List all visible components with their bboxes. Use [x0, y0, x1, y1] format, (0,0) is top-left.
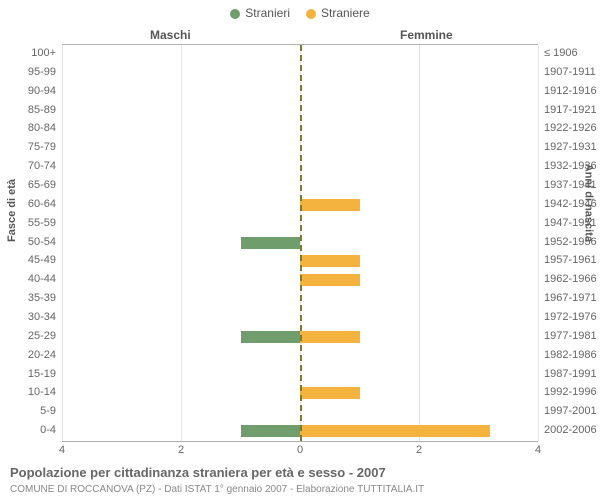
legend-label: Straniere — [321, 6, 370, 20]
birth-band-label: ≤ 1906 — [538, 47, 578, 59]
age-band-label: 45-49 — [28, 254, 62, 266]
x-tick-label: 4 — [535, 444, 541, 456]
birth-band-label: 1912-1916 — [538, 85, 597, 97]
legend-item: Straniere — [306, 6, 370, 20]
panel-title-female: Femmine — [400, 28, 453, 42]
age-band-label: 5-9 — [40, 405, 62, 417]
age-band-label: 100+ — [31, 47, 62, 59]
birth-band-label: 1952-1956 — [538, 236, 597, 248]
birth-band-label: 1922-1926 — [538, 122, 597, 134]
x-tick-label: 2 — [178, 444, 184, 456]
chart-title: Popolazione per cittadinanza straniera p… — [10, 465, 386, 480]
age-band-label: 80-84 — [28, 122, 62, 134]
age-band-label: 20-24 — [28, 349, 62, 361]
x-tick-label: 2 — [416, 444, 422, 456]
birth-band-label: 1992-1996 — [538, 386, 597, 398]
x-tick-label: 0 — [297, 444, 303, 456]
birth-band-label: 1997-2001 — [538, 405, 597, 417]
birth-band-label: 1937-1941 — [538, 179, 597, 191]
bar-female — [300, 425, 490, 437]
pyramid-chart: Stranieri Straniere Maschi Femmine Fasce … — [0, 0, 600, 500]
plot-area: 100+≤ 190695-991907-191190-941912-191685… — [62, 44, 538, 442]
birth-band-label: 2002-2006 — [538, 424, 597, 436]
age-band-label: 30-34 — [28, 311, 62, 323]
bar-female — [300, 199, 360, 211]
age-band-label: 65-69 — [28, 179, 62, 191]
legend-swatch — [306, 9, 316, 19]
age-band-label: 15-19 — [28, 368, 62, 380]
y-axis-title-left: Fasce di età — [6, 179, 18, 242]
birth-band-label: 1962-1966 — [538, 273, 597, 285]
age-band-label: 0-4 — [40, 424, 62, 436]
bar-male — [241, 425, 301, 437]
age-band-label: 10-14 — [28, 386, 62, 398]
age-band-label: 85-89 — [28, 104, 62, 116]
bar-male — [241, 237, 301, 249]
legend-label: Stranieri — [245, 6, 290, 20]
age-band-label: 55-59 — [28, 217, 62, 229]
bar-female — [300, 274, 360, 286]
x-tick-label: 4 — [59, 444, 65, 456]
legend-item: Stranieri — [230, 6, 290, 20]
birth-band-label: 1972-1976 — [538, 311, 597, 323]
bar-female — [300, 331, 360, 343]
bar-male — [241, 331, 301, 343]
age-band-label: 75-79 — [28, 141, 62, 153]
age-band-label: 95-99 — [28, 66, 62, 78]
bar-female — [300, 387, 360, 399]
legend: Stranieri Straniere — [0, 6, 600, 20]
chart-subtitle: COMUNE DI ROCCANOVA (PZ) - Dati ISTAT 1°… — [10, 484, 424, 495]
birth-band-label: 1917-1921 — [538, 104, 597, 116]
birth-band-label: 1967-1971 — [538, 292, 597, 304]
age-band-label: 90-94 — [28, 85, 62, 97]
age-band-label: 35-39 — [28, 292, 62, 304]
birth-band-label: 1977-1981 — [538, 330, 597, 342]
birth-band-label: 1947-1951 — [538, 217, 597, 229]
age-band-label: 60-64 — [28, 198, 62, 210]
birth-band-label: 1932-1936 — [538, 160, 597, 172]
age-band-label: 40-44 — [28, 273, 62, 285]
birth-band-label: 1987-1991 — [538, 368, 597, 380]
birth-band-label: 1942-1946 — [538, 198, 597, 210]
birth-band-label: 1957-1961 — [538, 254, 597, 266]
birth-band-label: 1907-1911 — [538, 66, 596, 78]
bar-female — [300, 255, 360, 267]
age-band-label: 70-74 — [28, 160, 62, 172]
legend-swatch — [230, 9, 240, 19]
age-band-label: 50-54 — [28, 236, 62, 248]
birth-band-label: 1927-1931 — [538, 141, 597, 153]
zero-axis — [300, 45, 302, 441]
panel-title-male: Maschi — [150, 28, 191, 42]
birth-band-label: 1982-1986 — [538, 349, 597, 361]
age-band-label: 25-29 — [28, 330, 62, 342]
